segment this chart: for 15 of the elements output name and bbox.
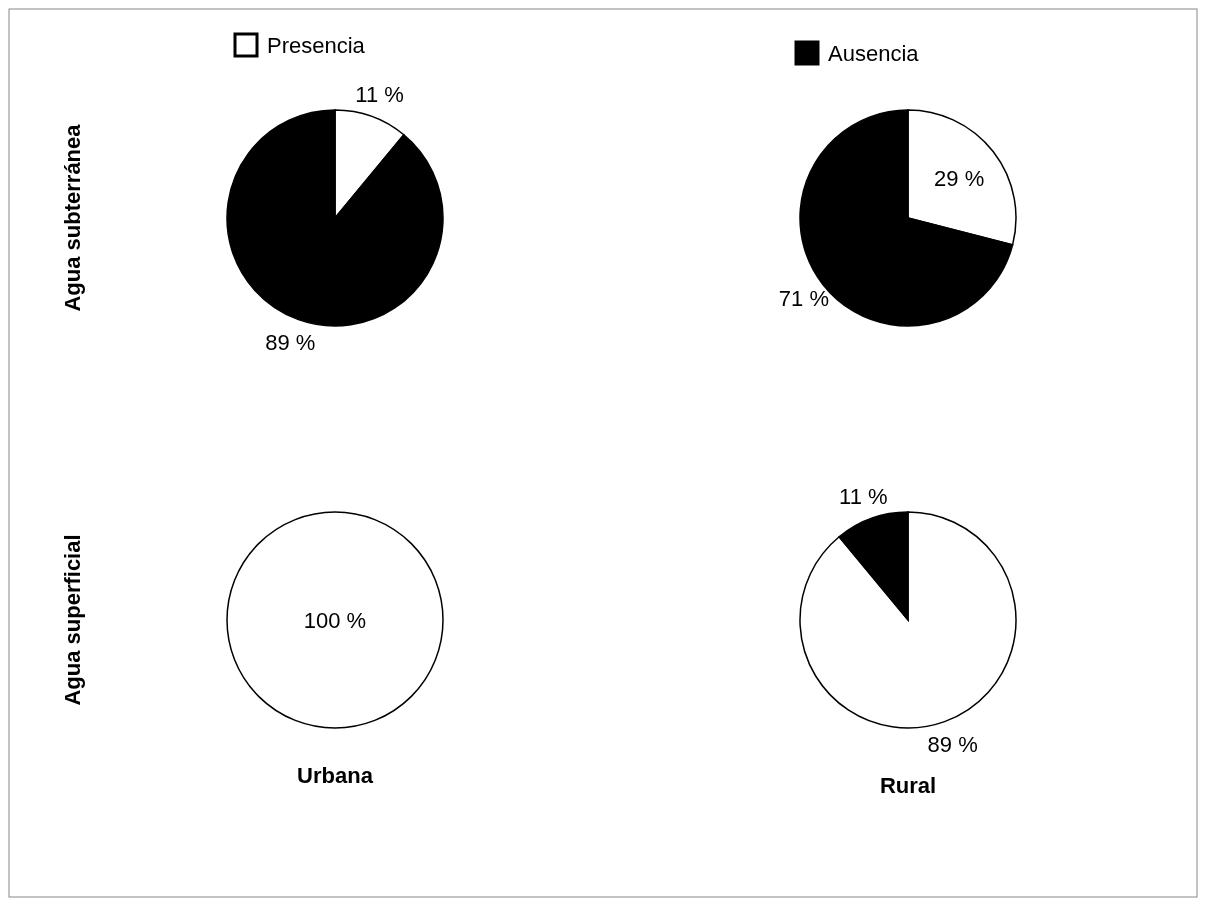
data-label: 89 %: [265, 329, 316, 355]
pie-slice: [799, 511, 1017, 729]
text: Agua subterránea: [60, 123, 85, 312]
text: Urbana: [297, 763, 374, 788]
legend-label: Presencia: [267, 32, 366, 58]
data-label: 100 %: [303, 607, 367, 633]
legend-label: Ausencia: [828, 40, 920, 66]
data-label: 11 %: [355, 81, 404, 107]
pie-slice: [226, 109, 444, 327]
text: Agua superficial: [60, 534, 85, 706]
text: Rural: [879, 773, 937, 798]
data-label: 71 %: [778, 286, 829, 312]
data-label: 89 %: [927, 731, 978, 757]
data-label: 29 %: [934, 165, 985, 191]
data-label: 11 %: [839, 483, 888, 509]
